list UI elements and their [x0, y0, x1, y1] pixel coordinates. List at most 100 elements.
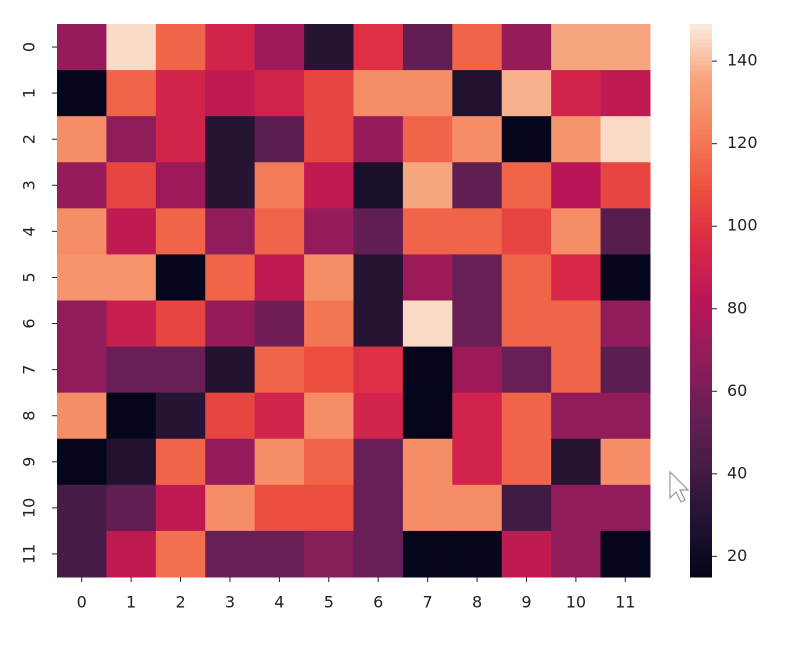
colorbar-segment [690, 28, 712, 34]
x-tick-label: 8 [472, 593, 482, 612]
heatmap-cell [600, 208, 651, 255]
x-tick-label: 5 [324, 593, 334, 612]
colorbar-segment [690, 365, 712, 371]
heatmap-cell [205, 392, 256, 440]
heatmap-cell [551, 530, 602, 578]
heatmap-cell [205, 70, 256, 117]
colorbar-segment [690, 452, 712, 458]
colorbar-segment [690, 355, 712, 361]
heatmap-cell [402, 392, 453, 440]
heatmap-cell [353, 346, 404, 394]
heatmap-cell [155, 70, 206, 117]
colorbar-segment [690, 553, 712, 560]
heatmap-cell [57, 70, 107, 117]
heatmap-cell [254, 208, 305, 255]
heatmap-cell [551, 162, 602, 209]
heatmap-cell [353, 24, 404, 71]
colorbar-segment [690, 526, 712, 532]
colorbar-segment [690, 503, 712, 509]
heatmap-cell [600, 438, 651, 486]
heatmap-cell [205, 116, 256, 163]
y-tick-label: 0 [20, 42, 39, 52]
colorbar-tick-label: 60 [727, 381, 747, 400]
heatmap-cell [57, 300, 107, 348]
heatmap-cell [155, 300, 206, 348]
heatmap-cell [501, 162, 552, 209]
heatmap-cell [600, 346, 651, 394]
colorbar-segment [690, 166, 712, 172]
heatmap-cell [501, 484, 552, 532]
colorbar-segment [690, 272, 712, 278]
colorbar-segment [690, 42, 712, 48]
heatmap-cell [600, 300, 651, 348]
colorbar-segment [690, 153, 712, 159]
y-tick-label: 4 [20, 226, 39, 236]
colorbar-segment [690, 314, 712, 320]
colorbar-segment [690, 199, 712, 205]
heatmap-cell [353, 70, 404, 117]
heatmap-cell [353, 208, 404, 255]
heatmap-cell [452, 530, 503, 578]
heatmap-cell [205, 346, 256, 394]
heatmap-cell [155, 162, 206, 209]
heatmap-cell [551, 484, 602, 532]
heatmap-cell [155, 484, 206, 532]
heatmap-cell [501, 208, 552, 255]
colorbar-segment [690, 332, 712, 338]
colorbar-segment [690, 295, 712, 301]
colorbar-segment [690, 443, 712, 449]
heatmap-cell [600, 116, 651, 163]
y-tick-label: 11 [20, 544, 39, 564]
heatmap-cell [501, 70, 552, 117]
heatmap-cell [254, 116, 305, 163]
colorbar-tick-label: 120 [727, 133, 758, 152]
colorbar-segment [690, 429, 712, 435]
heatmap-cell [402, 300, 453, 348]
colorbar-segment [690, 535, 712, 541]
heatmap-cell [551, 346, 602, 394]
heatmap-cell [452, 392, 503, 440]
colorbar-segment [690, 544, 712, 550]
colorbar-segment [690, 498, 712, 504]
colorbar-segment [690, 424, 712, 431]
y-tick-label: 2 [20, 134, 39, 144]
colorbar-segment [690, 245, 712, 251]
heatmap-cell [106, 300, 157, 348]
heatmap-cell [501, 300, 552, 348]
heatmap-cell [452, 346, 503, 394]
colorbar-segment [690, 102, 712, 108]
heatmap-cell [304, 116, 354, 163]
colorbar-segment [690, 360, 712, 366]
colorbar-segment [690, 93, 712, 99]
colorbar-segment [690, 461, 712, 467]
x-tick-label: 7 [423, 593, 433, 612]
colorbar-tick-label: 100 [727, 216, 758, 235]
colorbar-tick-label: 80 [727, 298, 747, 317]
colorbar-segment [690, 263, 712, 269]
colorbar-segment [690, 120, 712, 126]
heatmap-cell [452, 254, 503, 301]
colorbar-segment [690, 37, 712, 43]
colorbar-segment [690, 70, 712, 76]
heatmap-cell [254, 300, 305, 348]
heatmap-cell [254, 162, 305, 209]
heatmap-cell [452, 24, 503, 71]
cursor [669, 470, 690, 503]
heatmap-cell [254, 392, 305, 440]
heatmap-cell [600, 162, 651, 209]
colorbar-segment [690, 139, 712, 145]
heatmap-cell [304, 254, 354, 301]
colorbar-segment [690, 143, 712, 149]
heatmap-cell [254, 254, 305, 301]
colorbar-segment [690, 56, 712, 62]
colorbar-segment [690, 277, 712, 283]
heatmap-cell [304, 484, 354, 532]
colorbar-segment [690, 51, 712, 57]
colorbar-segment [690, 558, 712, 564]
heatmap-cell [402, 484, 453, 532]
colorbar-segment [690, 411, 712, 417]
colorbar-segment [690, 369, 712, 375]
heatmap-cell [304, 346, 354, 394]
heatmap-cell [57, 116, 107, 163]
